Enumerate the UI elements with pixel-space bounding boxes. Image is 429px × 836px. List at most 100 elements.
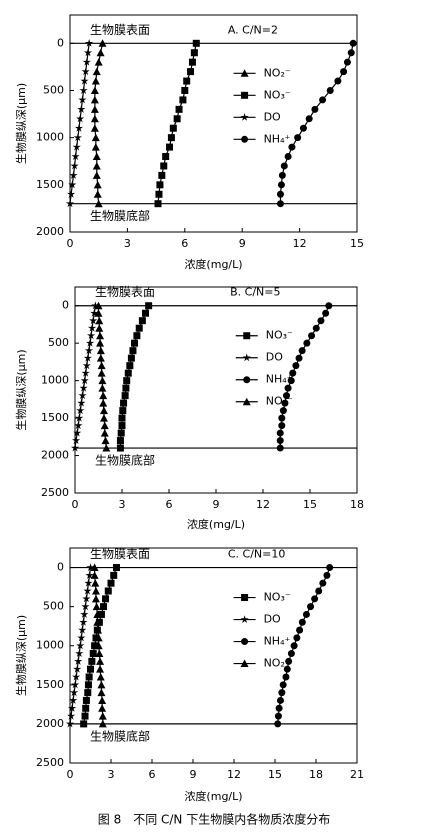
data-point [92, 161, 101, 170]
data-point [102, 595, 110, 603]
data-point [73, 133, 82, 142]
data-point [276, 696, 284, 704]
data-point [91, 77, 100, 85]
data-point [67, 703, 77, 712]
data-point [296, 626, 304, 634]
data-point [98, 712, 107, 720]
x-tick-label: 12 [227, 768, 241, 781]
data-point [175, 105, 183, 113]
legend-label: NH₄⁺ [264, 635, 291, 648]
data-point [80, 76, 89, 85]
data-point [308, 332, 316, 340]
data-point [96, 48, 105, 57]
data-point [84, 689, 92, 697]
data-point [96, 346, 105, 355]
legend-marker [241, 91, 249, 99]
data-point [69, 171, 78, 179]
data-point [156, 181, 164, 189]
data-point [98, 376, 107, 385]
data-point [71, 680, 80, 689]
data-point [299, 124, 307, 132]
data-point [82, 57, 91, 66]
data-point [98, 719, 107, 728]
data-point [85, 571, 94, 579]
data-point [93, 618, 102, 626]
data-point [67, 711, 76, 720]
data-point [322, 309, 330, 317]
x-tick-label: 0 [72, 498, 79, 511]
data-point [79, 383, 88, 392]
data-point [89, 650, 97, 658]
data-point [84, 578, 93, 587]
data-point [98, 696, 107, 704]
x-tick-label: 3 [119, 498, 126, 511]
data-point [93, 610, 102, 618]
data-point [83, 48, 93, 57]
data-point [294, 134, 302, 142]
data-point [274, 720, 282, 728]
data-point [91, 143, 100, 151]
data-point [278, 422, 286, 430]
data-point [67, 189, 76, 198]
data-point [287, 377, 295, 385]
data-point [325, 302, 333, 310]
data-point [99, 406, 108, 415]
data-point [98, 704, 107, 712]
data-point [188, 58, 196, 66]
data-point [142, 309, 149, 317]
data-point [117, 429, 125, 437]
legend-label: NO₂⁻ [264, 657, 291, 670]
data-point [276, 437, 284, 445]
y-tick-label: 500 [43, 83, 64, 96]
data-point [95, 324, 104, 332]
data-point [138, 317, 146, 325]
data-point [73, 428, 82, 437]
legend-marker [242, 353, 251, 362]
data-point [72, 436, 81, 445]
data-point [284, 153, 292, 161]
data-point [173, 115, 181, 123]
data-point [276, 429, 284, 437]
x-axis-label: 浓度(mg/L) [187, 517, 245, 531]
data-point [187, 68, 195, 76]
data-point [78, 625, 87, 634]
x-tick-label: 6 [166, 498, 173, 511]
data-point [79, 617, 88, 626]
data-point [303, 339, 311, 347]
y-tick-label: 0 [57, 561, 64, 574]
data-point [129, 347, 137, 355]
data-point [96, 665, 105, 673]
data-point [112, 564, 120, 572]
data-point [85, 338, 95, 347]
legend-label: NH₄⁺ [266, 373, 293, 386]
boundary-label: 生物膜底部 [90, 208, 150, 223]
data-point [104, 587, 112, 595]
x-tick-label: 3 [108, 768, 115, 781]
data-point [276, 200, 284, 208]
data-point [275, 704, 283, 712]
plot-frame [69, 14, 358, 233]
data-point [154, 200, 162, 208]
data-point [334, 77, 342, 85]
legend-marker [240, 615, 249, 624]
data-point [96, 331, 105, 340]
data-point [120, 399, 128, 407]
data-point [85, 673, 93, 681]
data-point [91, 579, 100, 587]
data-point [295, 354, 303, 362]
data-point [274, 712, 282, 720]
y-axis-label: 生物膜纵深(μm) [14, 615, 28, 696]
data-point [89, 316, 98, 325]
data-point [82, 704, 90, 712]
data-point [99, 391, 108, 400]
data-point [74, 123, 84, 132]
legend-label: NO₂⁻ [264, 66, 291, 79]
data-point [121, 392, 129, 400]
data-point [97, 610, 105, 618]
data-point [155, 190, 163, 198]
data-point [93, 180, 102, 189]
data-point [70, 161, 79, 170]
legend-label: DO [266, 351, 283, 364]
data-point [92, 67, 101, 76]
data-point [279, 407, 287, 415]
